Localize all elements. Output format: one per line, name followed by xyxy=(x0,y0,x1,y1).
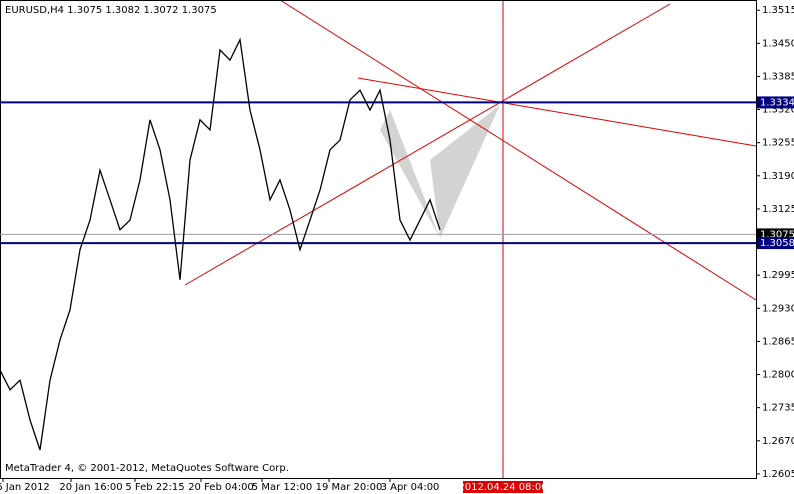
y-tick-label: 1.3255 xyxy=(762,138,794,149)
vline-label: 2012.04.24 08:00 xyxy=(458,482,547,493)
level-label-box xyxy=(757,96,794,109)
y-tick-label: 1.3515 xyxy=(762,5,794,16)
x-tick-label: 6 Jan 2012 xyxy=(0,482,50,493)
y-tick-label: 1.2930 xyxy=(762,303,794,314)
x-tick-label: 19 Mar 20:00 xyxy=(316,482,383,493)
x-tick-label: 5 Feb 22:15 xyxy=(125,482,184,493)
y-tick-label: 1.2995 xyxy=(762,270,794,281)
price-series xyxy=(0,37,441,451)
y-tick-label: 1.2670 xyxy=(762,436,794,447)
y-tick-label: 1.3125 xyxy=(762,204,794,215)
header: EURUSD,H4 1.3075 1.3082 1.3072 1.3075 xyxy=(5,5,217,16)
y-tick-label: 1.3450 xyxy=(762,38,794,49)
pattern-shape xyxy=(430,105,500,238)
y-tick-label: 1.3190 xyxy=(762,171,794,182)
level-label: 1.3334 xyxy=(760,97,794,108)
level-label-box xyxy=(757,237,794,250)
x-tick-label: 20 Jan 16:00 xyxy=(59,482,122,493)
x-tick-label: 5 Mar 12:00 xyxy=(252,482,312,493)
price-label: 1.3075 xyxy=(760,229,794,240)
trend-line xyxy=(357,77,757,147)
y-tick-label: 1.2735 xyxy=(762,403,794,414)
y-tick-label: 1.2865 xyxy=(762,336,794,347)
x-tick-label: 20 Feb 04:00 xyxy=(188,482,254,493)
trend-line xyxy=(184,3,671,286)
footer: MetaTrader 4, © 2001-2012, MetaQuotes So… xyxy=(5,463,289,474)
level-label: 1.3058 xyxy=(760,238,794,249)
y-tick-label: 1.2605 xyxy=(762,469,794,480)
plot-border xyxy=(0,0,757,479)
plot-area xyxy=(184,0,757,478)
x-tick-label: 3 Apr 04:00 xyxy=(381,482,440,493)
trend-line xyxy=(279,0,757,301)
y-tick-label: 1.2800 xyxy=(762,370,794,381)
y-tick-label: 1.3320 xyxy=(762,105,794,116)
pattern-shape xyxy=(380,110,440,238)
y-tick-label: 1.3385 xyxy=(762,71,794,82)
vline-label-box xyxy=(463,481,543,493)
